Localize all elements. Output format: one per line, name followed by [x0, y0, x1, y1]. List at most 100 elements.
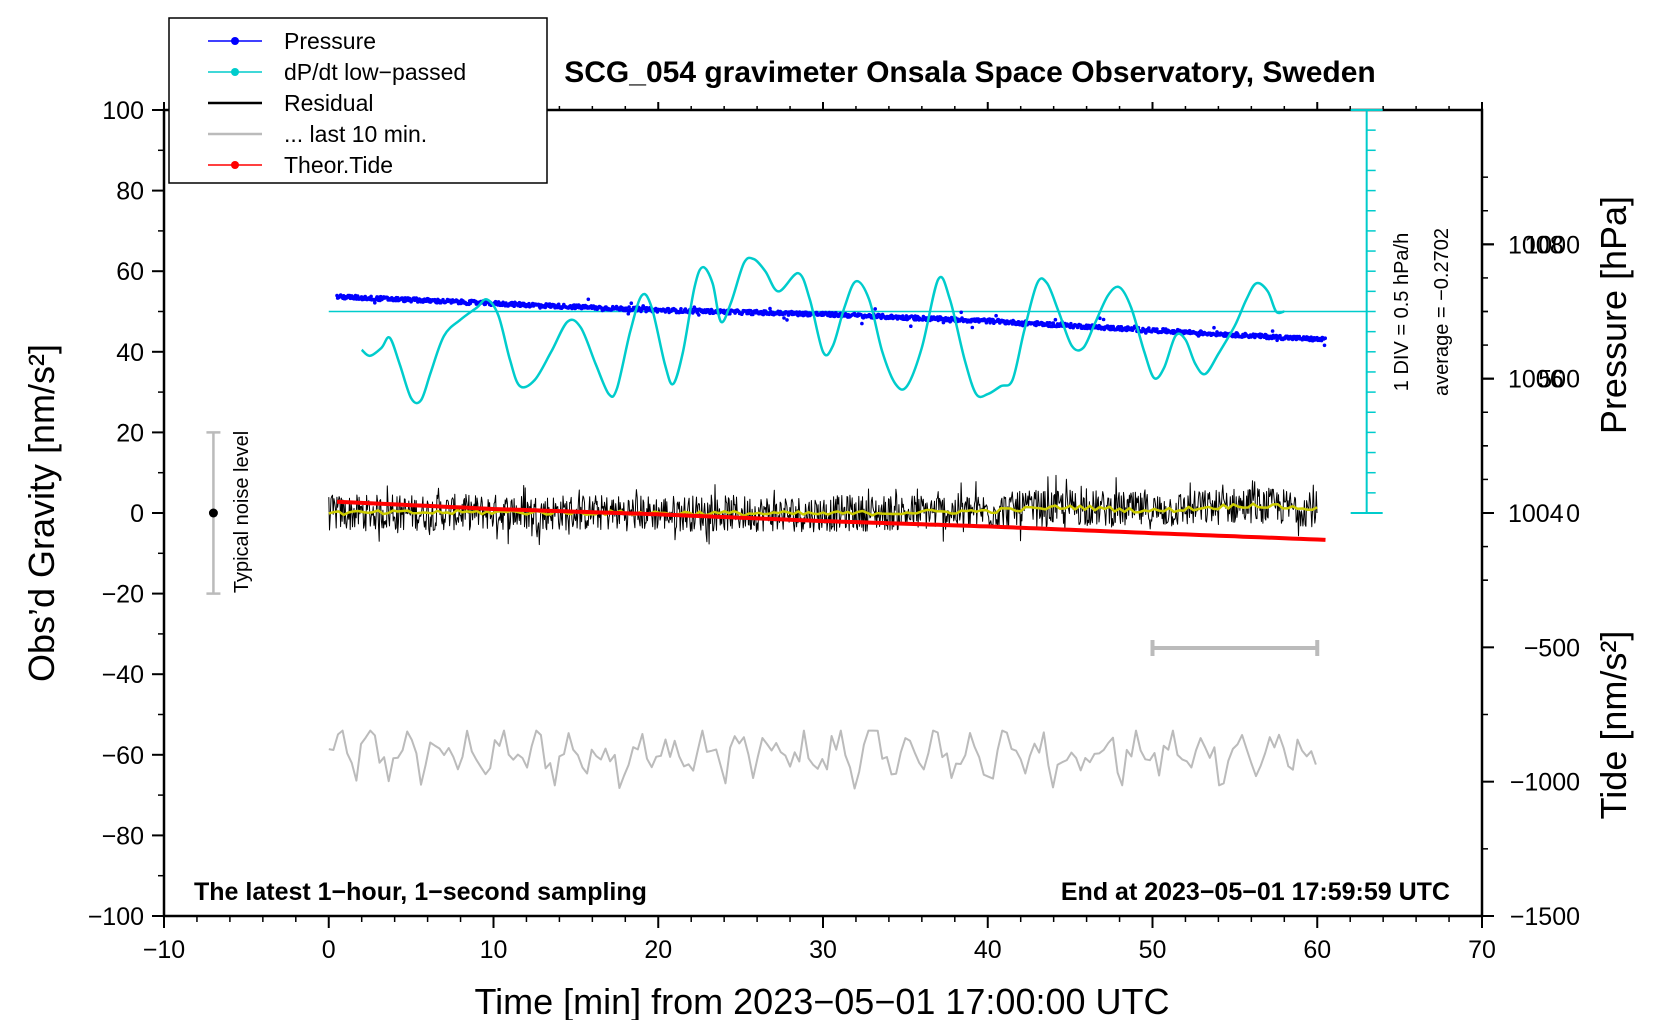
legend-label: Residual	[284, 90, 374, 116]
y-tick-label: 100	[102, 97, 144, 125]
pressure-point	[627, 305, 631, 309]
pressure-point	[1048, 321, 1052, 325]
y-tick-label: −80	[102, 822, 144, 850]
y-tick-label: −20	[102, 581, 144, 609]
legend-label: dP/dt low−passed	[284, 59, 466, 85]
pressure-point	[768, 306, 772, 311]
tide-tick-label: −1500	[1510, 903, 1580, 931]
pressure-point	[936, 318, 940, 323]
pressure-point	[586, 297, 591, 302]
noise-bar	[206, 431, 221, 595]
pressure-point	[860, 321, 864, 326]
x-tick-label: 20	[644, 936, 672, 964]
pressure-point	[1078, 323, 1083, 328]
y-tick-label: −40	[102, 661, 144, 689]
pressure-point	[369, 294, 373, 299]
legend-item: ... last 10 min.	[208, 121, 427, 147]
legend-label: Theor.Tide	[284, 152, 393, 178]
x-tick-label: 10	[480, 936, 508, 964]
y-tick-label: 20	[116, 419, 144, 447]
pressure-point	[994, 313, 998, 318]
y-tick-label: −100	[88, 903, 144, 931]
pressure-point	[873, 307, 877, 311]
pressure-point	[751, 312, 755, 317]
pressure-point	[629, 301, 634, 306]
pressure-point	[900, 314, 905, 318]
y-tick-label: 40	[116, 339, 144, 367]
pressure-point	[909, 324, 913, 329]
x-tick-label: 70	[1468, 936, 1496, 964]
legend: Pressure dP/dt low−passed Residual ... last…	[168, 17, 548, 184]
pressure-point	[697, 313, 701, 317]
pressure-point	[1101, 317, 1106, 322]
pressure-tick-label: 1008	[1508, 231, 1564, 259]
y-axis-label-pressure: Pressure [hPa]	[1593, 196, 1634, 434]
series-theor-tide	[336, 499, 1326, 542]
y-tick-label: 0	[130, 500, 144, 528]
x-tick-label: 50	[1139, 936, 1167, 964]
average-label: average = −0.2702	[1431, 228, 1453, 396]
pressure-point	[556, 302, 561, 307]
noise-label: Typical noise level	[231, 431, 253, 593]
y-tick-label: 80	[116, 178, 144, 206]
series-last-10-min	[328, 729, 1317, 790]
pressure-point	[1147, 326, 1151, 330]
pressure-point	[679, 307, 683, 311]
pressure-tick-label: 1006	[1508, 366, 1564, 394]
tide-tick-label: 0	[1566, 500, 1580, 528]
pressure-point	[785, 318, 789, 322]
y-axis-label-left: Obs’d Gravity [nm/s²]	[21, 344, 62, 682]
pressure-point	[517, 300, 522, 305]
pressure-point	[832, 314, 837, 319]
legend-item: Theor.Tide	[208, 152, 393, 178]
tide-tick-label: 500	[1538, 366, 1580, 394]
pressure-point	[728, 311, 732, 316]
legend-item: dP/dt low−passed	[208, 59, 466, 85]
pressure-point	[1270, 329, 1275, 333]
pressure-point	[1322, 343, 1327, 348]
legend-label: Pressure	[284, 28, 376, 54]
pressure-point	[782, 316, 786, 320]
x-axis-label: Time [min] from 2023−05−01 17:00:00 UTC	[474, 981, 1169, 1020]
pressure-point	[512, 304, 516, 309]
legend-swatch-dot	[231, 37, 239, 45]
pressure-point	[355, 294, 360, 298]
tide-tick-label: −1000	[1510, 769, 1580, 797]
pressure-point	[1212, 325, 1216, 330]
pressure-point	[626, 311, 631, 316]
y-axis-label-tide: Tide [nm/s²]	[1593, 631, 1634, 820]
legend-swatch-dot	[231, 68, 239, 76]
tide-tick-label: 1000	[1524, 231, 1580, 259]
legend-box	[168, 17, 548, 184]
pressure-point	[1233, 335, 1238, 339]
pressure-point	[468, 301, 473, 306]
x-tick-label: 60	[1303, 936, 1331, 964]
x-tick-label: −10	[143, 936, 185, 964]
x-tick-label: 30	[809, 936, 837, 964]
pressure-point	[959, 310, 963, 315]
legend-item: Pressure	[208, 28, 376, 54]
pressure-tick-label: 1004	[1508, 500, 1564, 528]
pressure-point	[1155, 327, 1159, 331]
pressure-point	[666, 306, 671, 311]
axis-ticks: −10 0 10 20 30 40 50 60 70−100−80−60−40−20020406…	[88, 97, 1580, 964]
series-layer	[328, 256, 1367, 790]
pressure-point	[1021, 323, 1025, 328]
chart-title: SCG_054 gravimeter Onsala Space Observat…	[564, 56, 1376, 89]
y-tick-label: 60	[116, 258, 144, 286]
pressure-point	[1323, 336, 1327, 341]
ten-min-bar	[1150, 640, 1320, 657]
x-tick-label: 0	[322, 936, 336, 964]
pressure-point	[1053, 317, 1058, 322]
noise-bar-center	[208, 508, 218, 518]
legend-label: ... last 10 min.	[284, 121, 427, 147]
series-dpdt	[360, 256, 1285, 405]
div-label: 1 DIV = 0.5 hPa/h	[1391, 233, 1413, 391]
x-tick-label: 40	[974, 936, 1002, 964]
dpdt-scale	[1350, 109, 1383, 514]
tide-tick-label: −500	[1524, 634, 1580, 662]
legend-swatch-dot	[231, 161, 239, 169]
series-residual-smoothed	[328, 502, 1318, 518]
pressure-point	[970, 325, 975, 330]
